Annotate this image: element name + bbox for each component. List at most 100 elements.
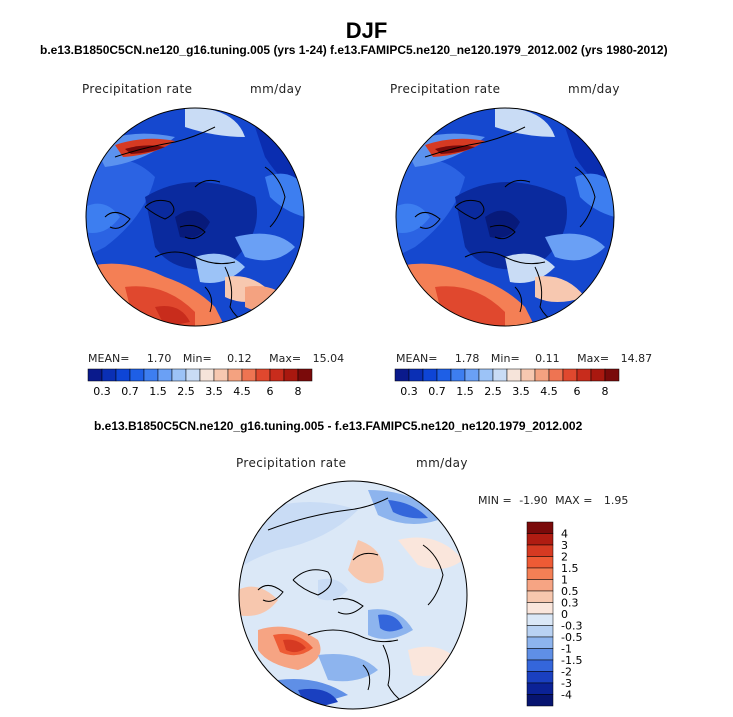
- colorbar-swatch: [534, 368, 550, 382]
- right-colorbar: 0.3 0.7 1.5 2.5 3.5 4.5 6 8: [394, 368, 620, 398]
- colorbar-swatch: [283, 368, 299, 382]
- colorbar-tick-label: 0.3: [561, 597, 579, 610]
- colorbar-swatch: [526, 556, 554, 569]
- colorbar-tick-label: 8: [295, 385, 302, 398]
- diff-max-label: MAX =: [555, 494, 593, 507]
- colorbar-tick-label: -2: [561, 666, 572, 679]
- colorbar-swatch: [87, 368, 103, 382]
- colorbar-swatch: [604, 368, 620, 382]
- colorbar-swatch: [227, 368, 243, 382]
- diff-min-label: MIN =: [478, 494, 512, 507]
- left-min-label: Min=: [182, 352, 212, 365]
- colorbar-tick-label: 0.5: [561, 585, 579, 598]
- right-units-label: mm/day: [568, 82, 620, 96]
- colorbar-swatch: [576, 368, 592, 382]
- colorbar-tick-label: -0.3: [561, 620, 582, 633]
- colorbar-swatch: [526, 625, 554, 638]
- colorbar-tick-label: 2.5: [484, 385, 502, 398]
- left-colorbar: 0.3 0.7 1.5 2.5 3.5 4.5 6 8: [87, 368, 313, 398]
- colorbar-swatch: [478, 368, 494, 382]
- colorbar-tick-label: 1.5: [149, 385, 167, 398]
- colorbar-tick-label: 3: [561, 539, 568, 552]
- colorbar-tick-label: 0: [561, 608, 568, 621]
- colorbar-tick-label: 2.5: [177, 385, 195, 398]
- left-stats: MEAN= 1.70 Min= 0.12 Max= 15.04: [88, 352, 344, 365]
- colorbar-tick-label: 1.5: [456, 385, 474, 398]
- diff-units-label: mm/day: [416, 456, 468, 470]
- colorbar-swatch: [241, 368, 257, 382]
- diff-field-label: Precipitation rate: [236, 456, 347, 470]
- right-stats: MEAN= 1.78 Min= 0.11 Max= 14.87: [396, 352, 652, 365]
- colorbar-tick-label: 0.7: [428, 385, 446, 398]
- colorbar-swatch: [297, 368, 313, 382]
- colorbar-swatch: [464, 368, 480, 382]
- colorbar-swatch: [101, 368, 117, 382]
- diff-precip-map: [238, 480, 468, 710]
- colorbar-swatch: [213, 368, 229, 382]
- left-precip-map: [85, 107, 305, 327]
- colorbar-tick-label: -4: [561, 689, 572, 702]
- left-case-title: b.e13.B1850C5CN.ne120_g16.tuning.005 (yr…: [40, 43, 327, 57]
- right-mean-label: MEAN=: [396, 352, 438, 365]
- colorbar-tick-label: 6: [267, 385, 274, 398]
- colorbar-swatch: [520, 368, 536, 382]
- left-units-label: mm/day: [250, 82, 302, 96]
- left-field-label: Precipitation rate: [82, 82, 193, 96]
- colorbar-swatch: [269, 368, 285, 382]
- colorbar-tick-label: -0.5: [561, 631, 582, 644]
- right-precip-map: [395, 107, 615, 327]
- left-max-value: 15.04: [312, 352, 345, 365]
- colorbar-swatch: [450, 368, 466, 382]
- colorbar-swatch: [548, 368, 564, 382]
- right-case-title: f.e13.FAMIPC5.ne120_ne120.1979_2012.002 …: [330, 43, 668, 57]
- colorbar-swatch: [115, 368, 131, 382]
- colorbar-swatch: [526, 544, 554, 557]
- colorbar-swatch: [526, 636, 554, 649]
- colorbar-tick-label: 4.5: [540, 385, 558, 398]
- diff-stats: MIN = -1.90 MAX = 1.95: [478, 494, 628, 507]
- colorbar-tick-label: 3.5: [512, 385, 530, 398]
- colorbar-swatch: [171, 368, 187, 382]
- colorbar-tick-label: -1: [561, 643, 572, 656]
- colorbar-tick-label: 0.3: [93, 385, 111, 398]
- colorbar-swatch: [157, 368, 173, 382]
- right-field-label: Precipitation rate: [390, 82, 501, 96]
- colorbar-swatch: [492, 368, 508, 382]
- colorbar-swatch: [506, 368, 522, 382]
- colorbar-swatch: [526, 602, 554, 615]
- colorbar-tick-label: 4.5: [233, 385, 251, 398]
- right-min-label: Min=: [490, 352, 520, 365]
- colorbar-swatch: [526, 671, 554, 684]
- colorbar-tick-label: -3: [561, 677, 572, 690]
- colorbar-swatch: [422, 368, 438, 382]
- colorbar-swatch: [143, 368, 159, 382]
- colorbar-tick-label: 0.3: [400, 385, 418, 398]
- colorbar-swatch: [526, 659, 554, 672]
- left-mean-value: 1.70: [146, 352, 172, 365]
- colorbar-swatch: [526, 579, 554, 592]
- right-min-value: 0.11: [535, 352, 560, 365]
- colorbar-swatch: [526, 648, 554, 661]
- colorbar-swatch: [408, 368, 424, 382]
- colorbar-swatch: [255, 368, 271, 382]
- colorbar-tick-label: 3.5: [205, 385, 223, 398]
- right-max-value: 14.87: [620, 352, 653, 365]
- left-mean-label: MEAN=: [88, 352, 130, 365]
- colorbar-tick-label: 1.5: [561, 562, 579, 575]
- colorbar-swatch: [590, 368, 606, 382]
- colorbar-swatch: [185, 368, 201, 382]
- right-mean-value: 1.78: [454, 352, 480, 365]
- figure-title: DJF: [345, 18, 388, 43]
- left-max-label: Max=: [269, 352, 302, 365]
- colorbar-swatch: [526, 682, 554, 695]
- colorbar-tick-label: 8: [602, 385, 609, 398]
- colorbar-swatch: [526, 613, 554, 626]
- right-max-label: Max=: [577, 352, 610, 365]
- diff-min-value: -1.90: [519, 494, 548, 507]
- colorbar-swatch: [526, 533, 554, 546]
- colorbar-swatch: [526, 590, 554, 603]
- colorbar-tick-label: -1.5: [561, 654, 582, 667]
- diff-title: b.e13.B1850C5CN.ne120_g16.tuning.005 - f…: [94, 419, 583, 433]
- colorbar-tick-label: 4: [561, 528, 568, 541]
